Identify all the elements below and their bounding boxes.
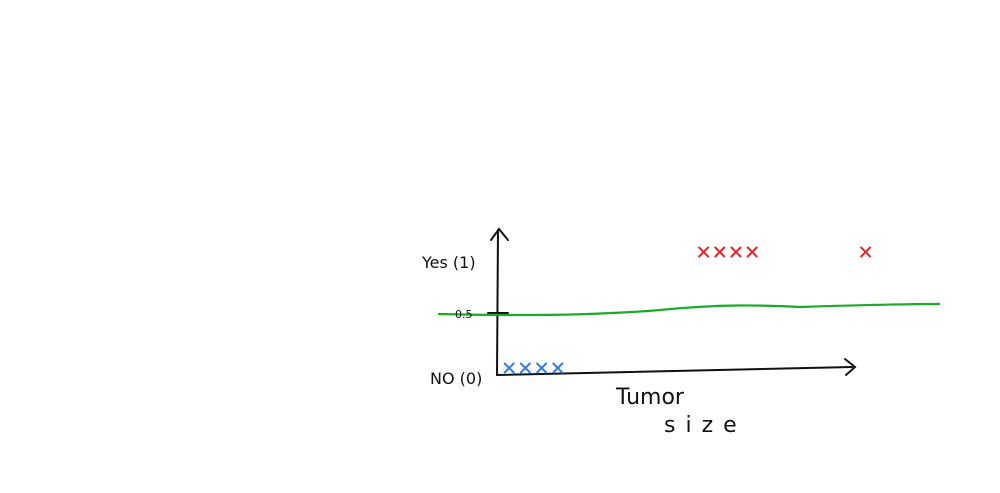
x-axis-arrow [844,358,857,376]
point-series-0-1 [519,362,531,374]
point-series-0-3 [552,362,564,374]
y-tick-label-half: 0.5 [455,308,473,321]
point-series-1-3 [746,246,758,258]
y-tick-label-no: NO (0) [430,369,482,388]
point-series-1-1 [714,246,726,258]
threshold-line [437,302,941,317]
y-tick-label-yes: Yes (1) [421,253,476,272]
data-points [503,246,872,374]
point-series-1-4 [860,246,872,258]
point-series-1-2 [730,246,742,258]
point-series-1-0 [698,246,710,258]
x-axis-label-line2: size [664,413,747,438]
axes [487,227,857,376]
x-axis [496,366,853,376]
point-series-0-0 [503,362,515,374]
point-series-0-2 [536,362,548,374]
y-axis-arrow [490,227,509,241]
x-axis-label-line1: Tumor [615,385,685,410]
y-axis [496,229,499,376]
